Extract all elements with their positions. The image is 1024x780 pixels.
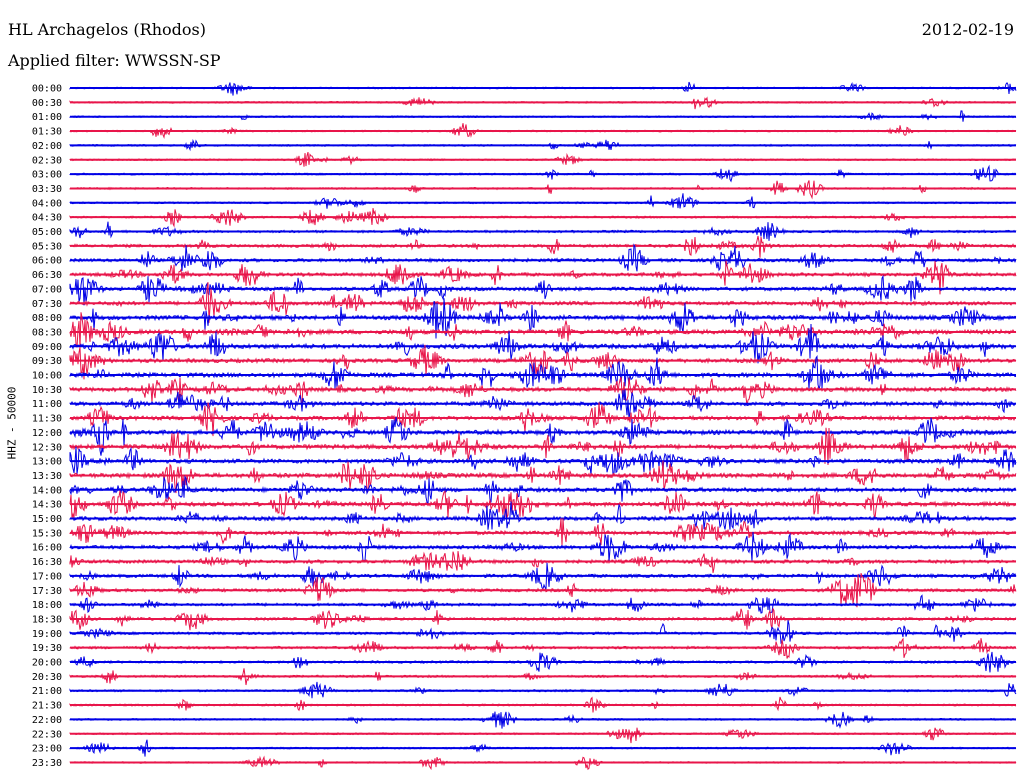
time-tick-label: 01:00: [32, 112, 62, 123]
trace-line-2230: [69, 727, 1017, 744]
time-tick-label: 23:00: [32, 744, 62, 755]
time-tick-label: 22:00: [32, 715, 62, 726]
time-tick-label: 10:00: [32, 371, 62, 382]
time-tick-label: 00:30: [32, 98, 62, 109]
time-tick-label: 14:30: [32, 500, 62, 511]
time-tick-label: 05:30: [32, 241, 62, 252]
station-title: HL Archagelos (Rhodos): [8, 20, 206, 39]
time-tick-label: 17:00: [32, 571, 62, 582]
time-tick-label: 20:30: [32, 672, 62, 683]
trace-line-1200: [69, 416, 1017, 456]
record-date: 2012-02-19: [921, 20, 1014, 39]
time-tick-label: 10:30: [32, 385, 62, 396]
time-tick-label: 16:30: [32, 557, 62, 568]
time-tick-label: 19:30: [32, 643, 62, 654]
time-tick-label: 11:00: [32, 399, 62, 410]
time-tick-label: 15:30: [32, 528, 62, 539]
time-tick-label: 04:00: [32, 198, 62, 209]
time-tick-label: 00:00: [32, 84, 62, 95]
time-tick-label: 16:00: [32, 543, 62, 554]
time-tick-label: 02:30: [32, 155, 62, 166]
time-tick-label: 18:00: [32, 600, 62, 611]
time-tick-label: 05:00: [32, 227, 62, 238]
trace-line-0400: [69, 193, 1017, 209]
trace-line-0600: [69, 243, 1017, 272]
time-tick-label: 12:30: [32, 442, 62, 453]
time-tick-label: 08:00: [32, 313, 62, 324]
time-tick-label: 13:30: [32, 471, 62, 482]
time-tick-label: 09:00: [32, 342, 62, 353]
time-tick-label: 07:30: [32, 299, 62, 310]
trace-line-1530: [69, 518, 1017, 546]
trace-group: [69, 81, 1017, 771]
time-tick-label: 08:30: [32, 327, 62, 338]
time-tick-label: 20:00: [32, 658, 62, 669]
time-label-group: 00:00 00:30 01:00 01:30 02:00 02:30 03:00 03:30…: [32, 84, 62, 769]
time-tick-label: 12:00: [32, 428, 62, 439]
time-tick-label: 03:30: [32, 184, 62, 195]
time-tick-label: 06:30: [32, 270, 62, 281]
trace-line-1900: [69, 620, 1017, 645]
time-tick-label: 19:00: [32, 629, 62, 640]
time-tick-label: 04:30: [32, 213, 62, 224]
trace-line-1630: [69, 551, 1017, 574]
time-tick-label: 03:00: [32, 170, 62, 181]
time-tick-label: 15:00: [32, 514, 62, 525]
time-tick-label: 17:30: [32, 586, 62, 597]
time-tick-label: 01:30: [32, 127, 62, 138]
time-tick-label: 06:00: [32, 256, 62, 267]
time-tick-label: 21:30: [32, 701, 62, 712]
time-tick-label: 11:30: [32, 414, 62, 425]
time-tick-label: 21:00: [32, 686, 62, 697]
trace-line-0830: [69, 312, 1017, 348]
time-tick-label: 13:00: [32, 457, 62, 468]
time-tick-label: 14:00: [32, 485, 62, 496]
time-tick-label: 09:30: [32, 356, 62, 367]
time-tick-label: 02:00: [32, 141, 62, 152]
time-tick-label: 07:00: [32, 284, 62, 295]
time-tick-label: 23:30: [32, 758, 62, 769]
time-tick-label: 18:30: [32, 614, 62, 625]
time-tick-label: 22:30: [32, 729, 62, 740]
filter-label: Applied filter: WWSSN-SP: [8, 51, 221, 70]
